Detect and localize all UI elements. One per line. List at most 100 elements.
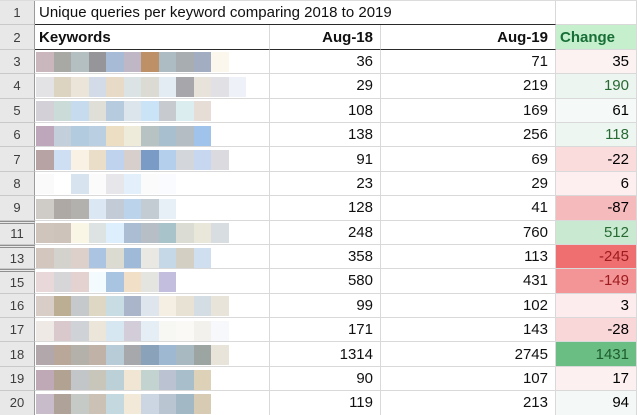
mosaic-block <box>123 76 141 97</box>
change-cell[interactable]: 6 <box>556 171 637 197</box>
aug19-cell[interactable]: 143 <box>381 318 556 343</box>
blurred-keyword-cell[interactable] <box>35 147 270 172</box>
sheet-title-cell[interactable]: Unique queries per keyword comparing 201… <box>35 1 556 26</box>
change-cell[interactable]: -149 <box>556 269 637 294</box>
change-cell[interactable]: -22 <box>556 147 637 172</box>
aug18-cell[interactable]: 108 <box>270 98 381 123</box>
row-number[interactable]: 2 <box>0 25 35 50</box>
row-number[interactable]: 17 <box>0 318 35 343</box>
row-number[interactable]: 13 <box>0 244 35 270</box>
aug18-cell[interactable]: 90 <box>270 366 381 392</box>
mosaic-block <box>53 76 71 97</box>
row-number[interactable]: 20 <box>0 391 35 415</box>
aug18-cell[interactable]: 36 <box>270 49 381 75</box>
change-cell[interactable]: 118 <box>556 122 637 148</box>
mosaic-block <box>88 52 106 73</box>
blurred-keyword-cell[interactable] <box>35 269 270 294</box>
row-number[interactable]: 7 <box>0 147 35 172</box>
aug19-cell[interactable]: 113 <box>381 244 556 270</box>
blurred-keyword-cell[interactable] <box>35 318 270 343</box>
blurred-keyword-cell[interactable] <box>35 49 270 75</box>
aug19-cell[interactable]: 69 <box>381 147 556 172</box>
aug19-cell[interactable]: 102 <box>381 293 556 319</box>
mosaic-block <box>88 296 106 317</box>
aug18-cell[interactable]: 248 <box>270 220 381 245</box>
table-row: 7 91 69 -22 <box>0 147 637 172</box>
mosaic-block <box>193 150 211 171</box>
aug19-cell[interactable]: 169 <box>381 98 556 123</box>
aug19-cell[interactable]: 213 <box>381 391 556 415</box>
aug19-cell[interactable]: 760 <box>381 220 556 245</box>
aug19-cell[interactable]: 256 <box>381 122 556 148</box>
change-cell[interactable]: 512 <box>556 220 637 245</box>
aug19-cell[interactable]: 2745 <box>381 342 556 367</box>
row-number[interactable]: 19 <box>0 366 35 392</box>
change-cell[interactable]: 3 <box>556 293 637 319</box>
aug18-cell[interactable]: 29 <box>270 74 381 99</box>
aug18-cell[interactable]: 171 <box>270 318 381 343</box>
change-cell[interactable]: 61 <box>556 98 637 123</box>
aug19-cell[interactable]: 107 <box>381 366 556 392</box>
blurred-keyword-cell[interactable] <box>35 220 270 245</box>
aug19-cell[interactable]: 431 <box>381 269 556 294</box>
row-number[interactable]: 3 <box>0 49 35 75</box>
row-number[interactable]: 15 <box>0 269 35 294</box>
row-number[interactable]: 8 <box>0 171 35 197</box>
blurred-keyword-cell[interactable] <box>35 122 270 148</box>
table-row: 19 90 107 17 <box>0 366 637 392</box>
blurred-keyword-cell[interactable] <box>35 196 270 221</box>
row-number[interactable]: 16 <box>0 293 35 319</box>
aug18-cell[interactable]: 580 <box>270 269 381 294</box>
change-cell[interactable]: -28 <box>556 318 637 343</box>
aug18-cell[interactable]: 138 <box>270 122 381 148</box>
aug19-header-cell[interactable]: Aug-19 <box>381 25 556 50</box>
aug18-cell[interactable]: 99 <box>270 293 381 319</box>
row-number[interactable]: 4 <box>0 74 35 99</box>
change-cell[interactable]: -245 <box>556 244 637 270</box>
row-number[interactable]: 9 <box>0 196 35 221</box>
change-cell[interactable]: 94 <box>556 391 637 415</box>
change-cell[interactable]: 35 <box>556 49 637 75</box>
aug19-cell[interactable]: 219 <box>381 74 556 99</box>
aug19-cell[interactable]: 41 <box>381 196 556 221</box>
change-cell[interactable]: 17 <box>556 366 637 392</box>
blurred-keyword-cell[interactable] <box>35 244 270 270</box>
aug18-cell[interactable]: 91 <box>270 147 381 172</box>
blurred-keyword-cell[interactable] <box>35 391 270 415</box>
aug18-cell[interactable]: 358 <box>270 244 381 270</box>
aug18-cell[interactable]: 23 <box>270 171 381 197</box>
aug18-header-cell[interactable]: Aug-18 <box>270 25 381 50</box>
row-number[interactable]: 5 <box>0 98 35 123</box>
mosaic-block <box>158 393 176 414</box>
mosaic-block <box>106 271 124 292</box>
keywords-header-cell[interactable]: Keywords <box>35 25 270 50</box>
mosaic-block <box>36 101 54 122</box>
mosaic-block <box>71 52 89 73</box>
aug18-cell[interactable]: 128 <box>270 196 381 221</box>
aug18-cell[interactable]: 119 <box>270 391 381 415</box>
change-cell[interactable]: -87 <box>556 196 637 221</box>
row-number[interactable]: 11 <box>0 220 35 245</box>
aug19-cell[interactable]: 29 <box>381 171 556 197</box>
change-header-cell[interactable]: Change <box>556 25 637 50</box>
aug19-cell[interactable]: 71 <box>381 49 556 75</box>
blurred-keyword-cell[interactable] <box>35 366 270 392</box>
row-number[interactable]: 18 <box>0 342 35 367</box>
change-cell[interactable]: 1431 <box>556 342 637 367</box>
table-row: 17 171 143 -28 <box>0 318 637 343</box>
blurred-keyword-cell[interactable] <box>35 98 270 123</box>
mosaic-block <box>53 52 71 73</box>
mosaic-block <box>193 223 211 244</box>
blurred-keyword-cell[interactable] <box>35 171 270 197</box>
aug18-cell[interactable]: 1314 <box>270 342 381 367</box>
mosaic-block <box>88 198 106 219</box>
mosaic-block <box>211 296 229 317</box>
row-number[interactable]: 6 <box>0 122 35 148</box>
change-cell[interactable]: 190 <box>556 74 637 99</box>
mosaic-block <box>158 296 176 317</box>
row-number[interactable]: 1 <box>0 1 35 26</box>
blurred-keyword-cell[interactable] <box>35 342 270 367</box>
blurred-keyword-cell[interactable] <box>35 293 270 319</box>
empty-cell[interactable] <box>556 1 637 26</box>
blurred-keyword-cell[interactable] <box>35 74 270 99</box>
